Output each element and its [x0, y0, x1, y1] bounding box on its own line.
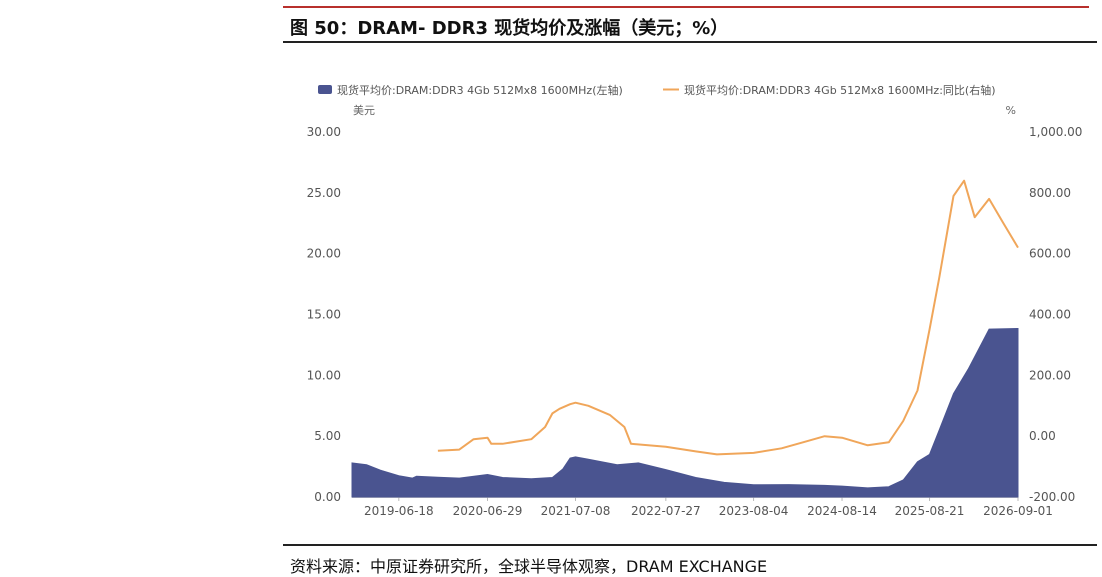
source-note: 资料来源：中原证券研究所，全球半导体观察，DRAM EXCHANGE: [290, 557, 768, 576]
x-tick-label: 2023-08-04: [719, 504, 789, 518]
x-tick-label: 2024-08-14: [807, 504, 877, 518]
y-left-tick-label: 20.00: [307, 247, 341, 261]
y-left-tick-label: 25.00: [307, 186, 341, 200]
y-left-tick-label: 10.00: [307, 368, 341, 382]
yoy-line-series: [437, 179, 1019, 456]
y-left-unit: 美元: [353, 104, 375, 117]
y-left-tick-label: 30.00: [307, 125, 341, 139]
x-tick-label: 2020-06-29: [453, 504, 523, 518]
price-area-series: [351, 327, 1019, 498]
y-right-tick-label: 0.00: [1029, 429, 1056, 443]
figure-title: 图 50：DRAM- DDR3 现货均价及涨幅（美元；%）: [290, 18, 729, 39]
x-tick-label: 2019-06-18: [364, 504, 434, 518]
y-right-tick-label: 200.00: [1029, 368, 1071, 382]
legend-label-yoy: 现货平均价:DRAM:DDR3 4Gb 512Mx8 1600MHz:同比(右轴…: [684, 83, 996, 97]
legend-swatch-price: [318, 85, 332, 94]
bottom-rule: [283, 544, 1097, 546]
title-rule: [283, 41, 1097, 43]
y-right-tick-label: 400.00: [1029, 308, 1071, 322]
x-tick-label: 2022-07-27: [631, 504, 701, 518]
x-tick-label: 2026-09-01: [983, 504, 1053, 518]
top-rule: [283, 6, 1089, 8]
y-right-tick-label: 800.00: [1029, 186, 1071, 200]
y-left-tick-label: 5.00: [314, 429, 341, 443]
legend-label-price: 现货平均价:DRAM:DDR3 4Gb 512Mx8 1600MHz(左轴): [337, 83, 623, 97]
y-right-tick-label: 600.00: [1029, 247, 1071, 261]
y-right-unit: %: [1006, 104, 1016, 117]
y-left-tick-label: 15.00: [307, 308, 341, 322]
y-right-tick-label: 1,000.00: [1029, 125, 1082, 139]
y-right-tick-label: -200.00: [1029, 490, 1075, 504]
x-tick-label: 2021-07-08: [541, 504, 611, 518]
y-left-tick-label: 0.00: [314, 490, 341, 504]
x-tick-label: 2025-08-21: [895, 504, 965, 518]
